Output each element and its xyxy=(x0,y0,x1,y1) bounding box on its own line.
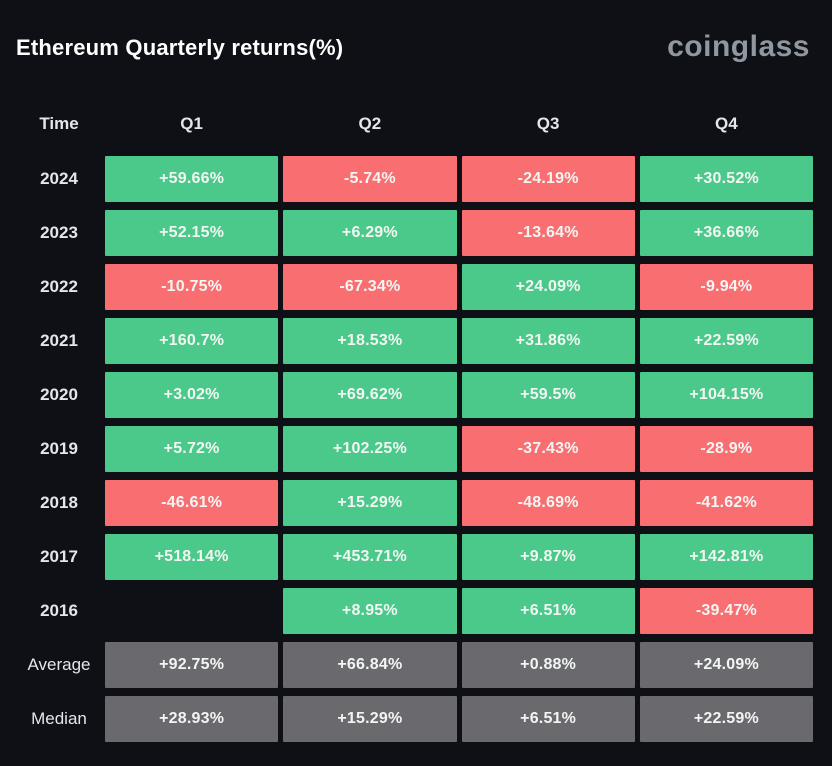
return-cell: +5.72% xyxy=(105,426,279,472)
return-cell: +59.5% xyxy=(461,372,635,418)
return-cell: -37.43% xyxy=(461,426,635,472)
return-cell: +6.51% xyxy=(461,588,635,634)
empty-cell xyxy=(105,588,278,634)
return-cell: +6.29% xyxy=(283,210,457,256)
row-label: 2017 xyxy=(40,547,78,566)
return-cell: +22.59% xyxy=(639,318,813,364)
return-cell: +92.75% xyxy=(105,642,279,688)
table-row-2021: 2021 +160.7% +18.53% +31.86% +22.59% xyxy=(0,318,832,364)
return-cell: -13.64% xyxy=(461,210,635,256)
row-label: 2024 xyxy=(40,169,78,188)
table-row-2023: 2023 +52.15% +6.29% -13.64% +36.66% xyxy=(0,210,832,256)
return-cell: +22.59% xyxy=(639,696,813,742)
coinglass-logo[interactable]: coinglass xyxy=(667,30,810,63)
return-cell: -24.19% xyxy=(461,156,635,202)
return-cell: +15.29% xyxy=(283,696,457,742)
return-cell: -41.62% xyxy=(639,480,813,526)
return-cell: +28.93% xyxy=(105,696,279,742)
return-cell: +102.25% xyxy=(283,426,457,472)
return-cell: +66.84% xyxy=(283,642,457,688)
return-cell: -48.69% xyxy=(461,480,635,526)
return-cell: +8.95% xyxy=(283,588,457,634)
return-cell: -46.61% xyxy=(105,480,279,526)
return-cell: -10.75% xyxy=(105,264,279,310)
return-cell: +142.81% xyxy=(639,534,813,580)
column-header-q2: Q2 xyxy=(358,114,382,133)
row-label: 2016 xyxy=(40,601,78,620)
row-label: 2021 xyxy=(40,331,78,350)
table-row-average: Average +92.75% +66.84% +0.88% +24.09% xyxy=(0,642,832,688)
page-title: Ethereum Quarterly returns(%) xyxy=(16,34,344,60)
row-label: 2020 xyxy=(40,385,78,404)
column-header-q3: Q3 xyxy=(536,114,560,133)
return-cell: +104.15% xyxy=(639,372,813,418)
return-cell: +15.29% xyxy=(283,480,457,526)
row-label: 2023 xyxy=(40,223,78,242)
return-cell: +24.09% xyxy=(461,264,635,310)
return-cell: +453.71% xyxy=(283,534,457,580)
table-row-2016: 2016 +8.95% +6.51% -39.47% xyxy=(0,588,832,634)
column-header-q4: Q4 xyxy=(715,114,738,133)
column-header-q1: Q1 xyxy=(180,114,203,133)
return-cell: +3.02% xyxy=(105,372,279,418)
row-label: 2018 xyxy=(40,493,78,512)
table-column-headers: Time Q1 Q2 Q3 Q4 xyxy=(0,112,832,136)
column-header-time: Time xyxy=(39,114,79,133)
return-cell: +69.62% xyxy=(283,372,457,418)
return-cell: -28.9% xyxy=(639,426,813,472)
row-label: 2022 xyxy=(40,277,78,296)
return-cell: +52.15% xyxy=(105,210,279,256)
return-cell: -39.47% xyxy=(639,588,813,634)
return-cell: +24.09% xyxy=(639,642,813,688)
return-cell: +0.88% xyxy=(461,642,635,688)
table-row-2024: 2024 +59.66% -5.74% -24.19% +30.52% xyxy=(0,156,832,202)
row-label: Median xyxy=(31,709,87,728)
table-row-2018: 2018 -46.61% +15.29% -48.69% -41.62% xyxy=(0,480,832,526)
return-cell: +6.51% xyxy=(461,696,635,742)
table-body: 2024 +59.66% -5.74% -24.19% +30.52% 2023 +52.1… xyxy=(0,156,832,742)
header: Ethereum Quarterly returns(%) coinglass xyxy=(0,0,832,62)
return-cell: -9.94% xyxy=(639,264,813,310)
table-row-2022: 2022 -10.75% -67.34% +24.09% -9.94% xyxy=(0,264,832,310)
return-cell: +518.14% xyxy=(105,534,279,580)
return-cell: +9.87% xyxy=(461,534,635,580)
return-cell: +36.66% xyxy=(639,210,813,256)
return-cell: +30.52% xyxy=(639,156,813,202)
table-row-median: Median +28.93% +15.29% +6.51% +22.59% xyxy=(0,696,832,742)
row-label: Average xyxy=(27,655,91,674)
row-label: 2019 xyxy=(40,439,78,458)
return-cell: -67.34% xyxy=(283,264,457,310)
return-cell: +31.86% xyxy=(461,318,635,364)
table-row-2020: 2020 +3.02% +69.62% +59.5% +104.15% xyxy=(0,372,832,418)
return-cell: +18.53% xyxy=(283,318,457,364)
return-cell: -5.74% xyxy=(283,156,457,202)
return-cell: +59.66% xyxy=(105,156,279,202)
table-row-2019: 2019 +5.72% +102.25% -37.43% -28.9% xyxy=(0,426,832,472)
table-row-2017: 2017 +518.14% +453.71% +9.87% +142.81% xyxy=(0,534,832,580)
return-cell: +160.7% xyxy=(105,318,279,364)
